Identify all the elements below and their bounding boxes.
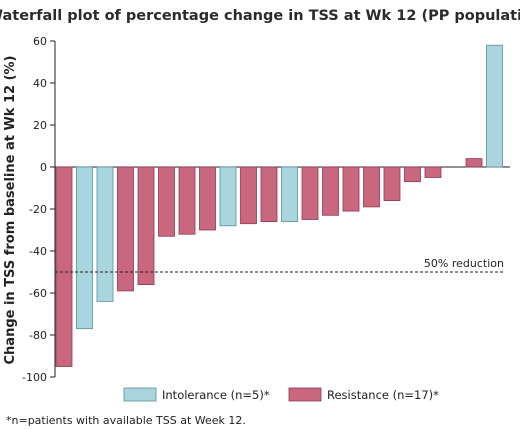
- legend: Intolerance (n=5)* Resistance (n=17)*: [123, 387, 439, 402]
- bar-resistance: [342, 166, 360, 212]
- bar-resistance: [383, 166, 401, 201]
- y-tick-label: 40: [33, 77, 47, 90]
- bar-intolerance: [219, 166, 237, 227]
- bar-resistance: [322, 166, 339, 216]
- bars: [55, 44, 503, 367]
- reference-line-group: 50% reduction: [55, 257, 504, 273]
- bar-intolerance: [96, 166, 114, 302]
- bar-resistance: [158, 166, 175, 237]
- bar-resistance: [465, 158, 483, 168]
- bar-resistance: [199, 166, 216, 231]
- bar-resistance: [178, 166, 196, 235]
- legend-swatch-intolerance: [123, 387, 157, 402]
- y-tick-label: -60: [29, 287, 47, 300]
- legend-label-intolerance: Intolerance (n=5)*: [162, 388, 270, 402]
- bar-resistance: [424, 166, 442, 178]
- y-tick-label: -20: [29, 203, 47, 216]
- bar-resistance: [363, 166, 380, 208]
- bar-resistance: [55, 166, 73, 367]
- chart-title: Waterfall plot of percentage change in T…: [0, 8, 520, 24]
- bar-resistance: [301, 166, 319, 220]
- y-tick-label: 60: [33, 35, 47, 48]
- y-tick-label: -40: [29, 245, 47, 258]
- bar-resistance: [240, 166, 257, 225]
- y-tick-label: 20: [33, 119, 47, 132]
- reference-line-label: 50% reduction: [424, 257, 504, 270]
- y-tick-label: 0: [40, 161, 47, 174]
- legend-swatch-resistance: [288, 387, 322, 402]
- bar-resistance: [260, 166, 278, 222]
- y-tick-label: -100: [22, 371, 47, 384]
- bar-intolerance: [281, 166, 298, 222]
- bar-resistance: [117, 166, 134, 292]
- legend-label-resistance: Resistance (n=17)*: [327, 388, 439, 402]
- bar-resistance: [404, 166, 421, 183]
- bar-resistance: [137, 166, 155, 285]
- bar-intolerance: [76, 166, 93, 330]
- y-tick-label: -80: [29, 329, 47, 342]
- bar-intolerance: [486, 44, 503, 168]
- footnote: *n=patients with available TSS at Week 1…: [6, 414, 246, 427]
- y-axis-label: Change in TSS from baseline at Wk 12 (%): [3, 55, 18, 364]
